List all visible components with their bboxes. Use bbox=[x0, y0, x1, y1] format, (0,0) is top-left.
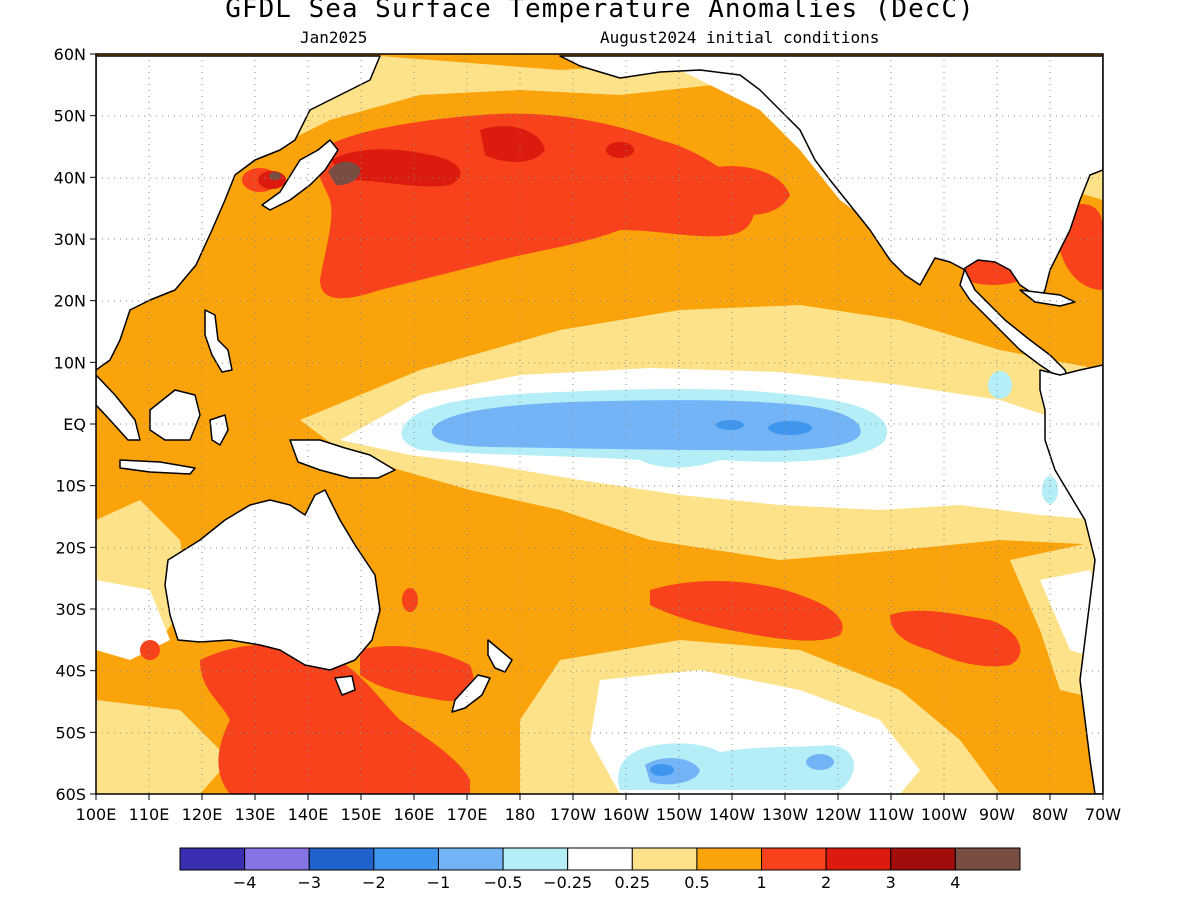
lon-label: 130E bbox=[235, 805, 276, 824]
colorbar-label: 2 bbox=[821, 873, 831, 892]
map-title: GFDL Sea Surface Temperature Anomalies (… bbox=[225, 0, 975, 24]
anomaly-dark-red-regions bbox=[258, 126, 634, 189]
lon-label: 170E bbox=[447, 805, 488, 824]
lon-label: 130W bbox=[762, 805, 809, 824]
colorbar-swatch bbox=[373, 847, 439, 871]
colorbar-swatch bbox=[631, 847, 698, 871]
colorbar-label: −0.25 bbox=[543, 873, 592, 892]
colorbar: −4 −3 −2 −1 −0.5 −0.25 0.25 0.5 1 2 3 4 bbox=[179, 847, 1021, 892]
lat-label: 50S bbox=[55, 723, 86, 742]
australia bbox=[164, 489, 381, 671]
borneo bbox=[149, 389, 201, 441]
colorbar-label: 0.25 bbox=[614, 873, 650, 892]
colorbar-swatch bbox=[761, 847, 827, 871]
latitude-axis: 60N 50N 40N 30N 20N 10N EQ 10S 20S 30S 40S 50S 60S bbox=[54, 45, 96, 804]
lon-label: 120E bbox=[182, 805, 223, 824]
anomaly-extreme-regions bbox=[269, 161, 361, 186]
java bbox=[119, 459, 196, 475]
colorbar-swatch bbox=[696, 847, 763, 871]
lat-label: 10S bbox=[55, 477, 86, 496]
anomaly-field bbox=[96, 54, 1103, 794]
colorbar-swatch bbox=[567, 847, 633, 871]
lon-label: 140W bbox=[709, 805, 756, 824]
lon-label: 70W bbox=[1085, 805, 1121, 824]
colorbar-label: 3 bbox=[886, 873, 896, 892]
lat-label: 30S bbox=[55, 600, 86, 619]
lon-label: 100W bbox=[921, 805, 968, 824]
lat-label: 60S bbox=[55, 785, 86, 804]
lat-label: EQ bbox=[63, 415, 86, 434]
tasmania bbox=[334, 675, 356, 696]
colorbar-swatch bbox=[502, 847, 569, 871]
lon-label: 150W bbox=[656, 805, 703, 824]
north-america bbox=[559, 55, 1103, 386]
asia-mainland bbox=[96, 55, 381, 371]
lon-label: 120W bbox=[815, 805, 862, 824]
lat-label: 10N bbox=[54, 353, 86, 372]
lat-label: 40N bbox=[54, 168, 86, 187]
colorbar-label: 4 bbox=[950, 873, 960, 892]
colorbar-label: 0.5 bbox=[684, 873, 709, 892]
colorbar-label: −0.5 bbox=[484, 873, 523, 892]
anomaly-blue-regions bbox=[431, 400, 861, 785]
south-america bbox=[1039, 364, 1103, 794]
lat-label: 40S bbox=[55, 662, 86, 681]
new-zealand-south bbox=[451, 674, 491, 713]
lon-label: 170W bbox=[550, 805, 597, 824]
land-masses bbox=[96, 55, 1103, 794]
lat-label: 60N bbox=[54, 45, 86, 64]
lon-label: 110E bbox=[129, 805, 170, 824]
cuba bbox=[1019, 289, 1076, 307]
lon-label: 160W bbox=[603, 805, 650, 824]
lon-label: 80W bbox=[1032, 805, 1068, 824]
japan bbox=[261, 139, 339, 211]
colorbar-label: 1 bbox=[756, 873, 766, 892]
forecast-month: Jan2025 bbox=[300, 28, 368, 47]
colorbar-swatch bbox=[244, 847, 310, 871]
new-zealand-north bbox=[487, 639, 513, 673]
sulawesi bbox=[209, 414, 229, 446]
colorbar-swatch bbox=[825, 847, 892, 871]
colorbar-swatch bbox=[890, 847, 956, 871]
colorbar-label: −3 bbox=[297, 873, 321, 892]
philippines bbox=[204, 309, 233, 373]
colorbar-swatch bbox=[437, 847, 504, 871]
colorbar-label: −2 bbox=[362, 873, 386, 892]
new-guinea bbox=[289, 439, 396, 479]
lat-label: 30N bbox=[54, 230, 86, 249]
colorbar-swatch bbox=[308, 847, 375, 871]
colorbar-label: −4 bbox=[233, 873, 257, 892]
lon-label: 100E bbox=[76, 805, 117, 824]
lon-label: 90W bbox=[979, 805, 1015, 824]
lat-label: 20N bbox=[54, 292, 86, 311]
anomaly-strong-blue-regions bbox=[650, 420, 812, 776]
colorbar-swatch bbox=[954, 847, 1021, 871]
colorbar-swatch bbox=[179, 847, 246, 871]
lon-label: 110W bbox=[868, 805, 915, 824]
longitude-axis: 100E 110E 120E 130E 140E 150E 160E 170E 180 170W 1… bbox=[76, 794, 1121, 824]
lon-label: 160E bbox=[394, 805, 435, 824]
lon-label: 140E bbox=[288, 805, 329, 824]
colorbar-label: −1 bbox=[427, 873, 451, 892]
lat-label: 50N bbox=[54, 107, 86, 126]
lon-label: 150E bbox=[341, 805, 382, 824]
lat-label: 20S bbox=[55, 538, 86, 557]
initial-conditions: August2024 initial conditions bbox=[600, 28, 880, 47]
lon-label: 180 bbox=[505, 805, 536, 824]
sumatra bbox=[96, 374, 141, 441]
